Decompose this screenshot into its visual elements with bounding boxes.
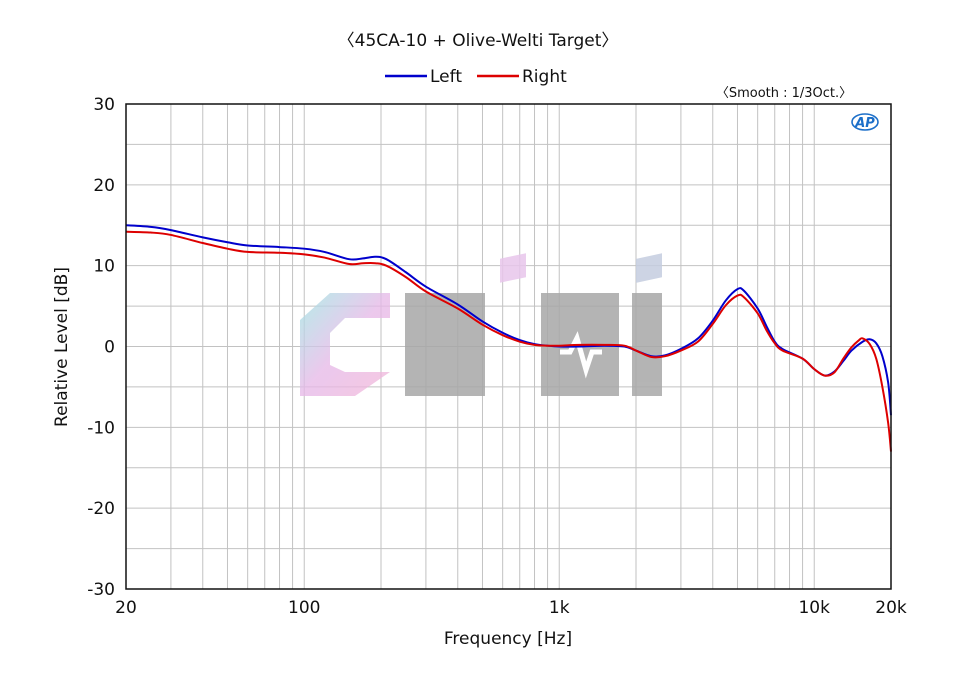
series-layer	[125, 224, 892, 452]
y-tick-label: 30	[93, 95, 115, 115]
y-tick-label: 20	[93, 176, 115, 196]
plot-frame	[125, 103, 892, 590]
y-tick-label: 0	[104, 338, 115, 358]
y-tick-label: -30	[87, 580, 115, 600]
x-tick-label: 10k	[798, 598, 830, 618]
x-tick-label: 20k	[875, 598, 907, 618]
watermark-dot-1	[500, 253, 526, 283]
watermark-c-shape	[300, 293, 390, 396]
y-tick-label: 10	[93, 257, 115, 277]
legend: Left Right	[385, 67, 567, 87]
x-tick-labels: 20 100 1k 10k 20k	[115, 598, 907, 618]
y-tick-label: -20	[87, 499, 115, 519]
chart-subtitle: 〈Smooth : 1/3Oct.〉	[716, 86, 852, 101]
legend-label-left: Left	[430, 67, 462, 87]
x-axis-label: Frequency [Hz]	[444, 629, 572, 649]
x-tick-label: 100	[288, 598, 320, 618]
watermark-pulse-icon	[560, 331, 602, 379]
chart-title: 〈45CA-10 + Olive-Welti Target〉	[338, 31, 619, 51]
ap-logo-text: AP	[854, 116, 875, 131]
y-tick-labels: 30 20 10 0 -10 -20 -30	[87, 95, 115, 600]
x-tick-label: 20	[115, 598, 137, 618]
series-line-right	[125, 230, 892, 452]
y-axis-label: Relative Level [dB]	[52, 267, 72, 427]
watermark-block-1	[405, 293, 485, 396]
watermark-dot-2	[636, 253, 662, 283]
x-tick-label: 1k	[549, 598, 570, 618]
watermark-block-3	[632, 293, 662, 396]
y-tick-label: -10	[87, 418, 115, 438]
ap-logo: AP	[851, 113, 879, 131]
ap-logo-ring	[851, 113, 879, 131]
watermark	[300, 253, 662, 396]
legend-label-right: Right	[522, 67, 567, 87]
